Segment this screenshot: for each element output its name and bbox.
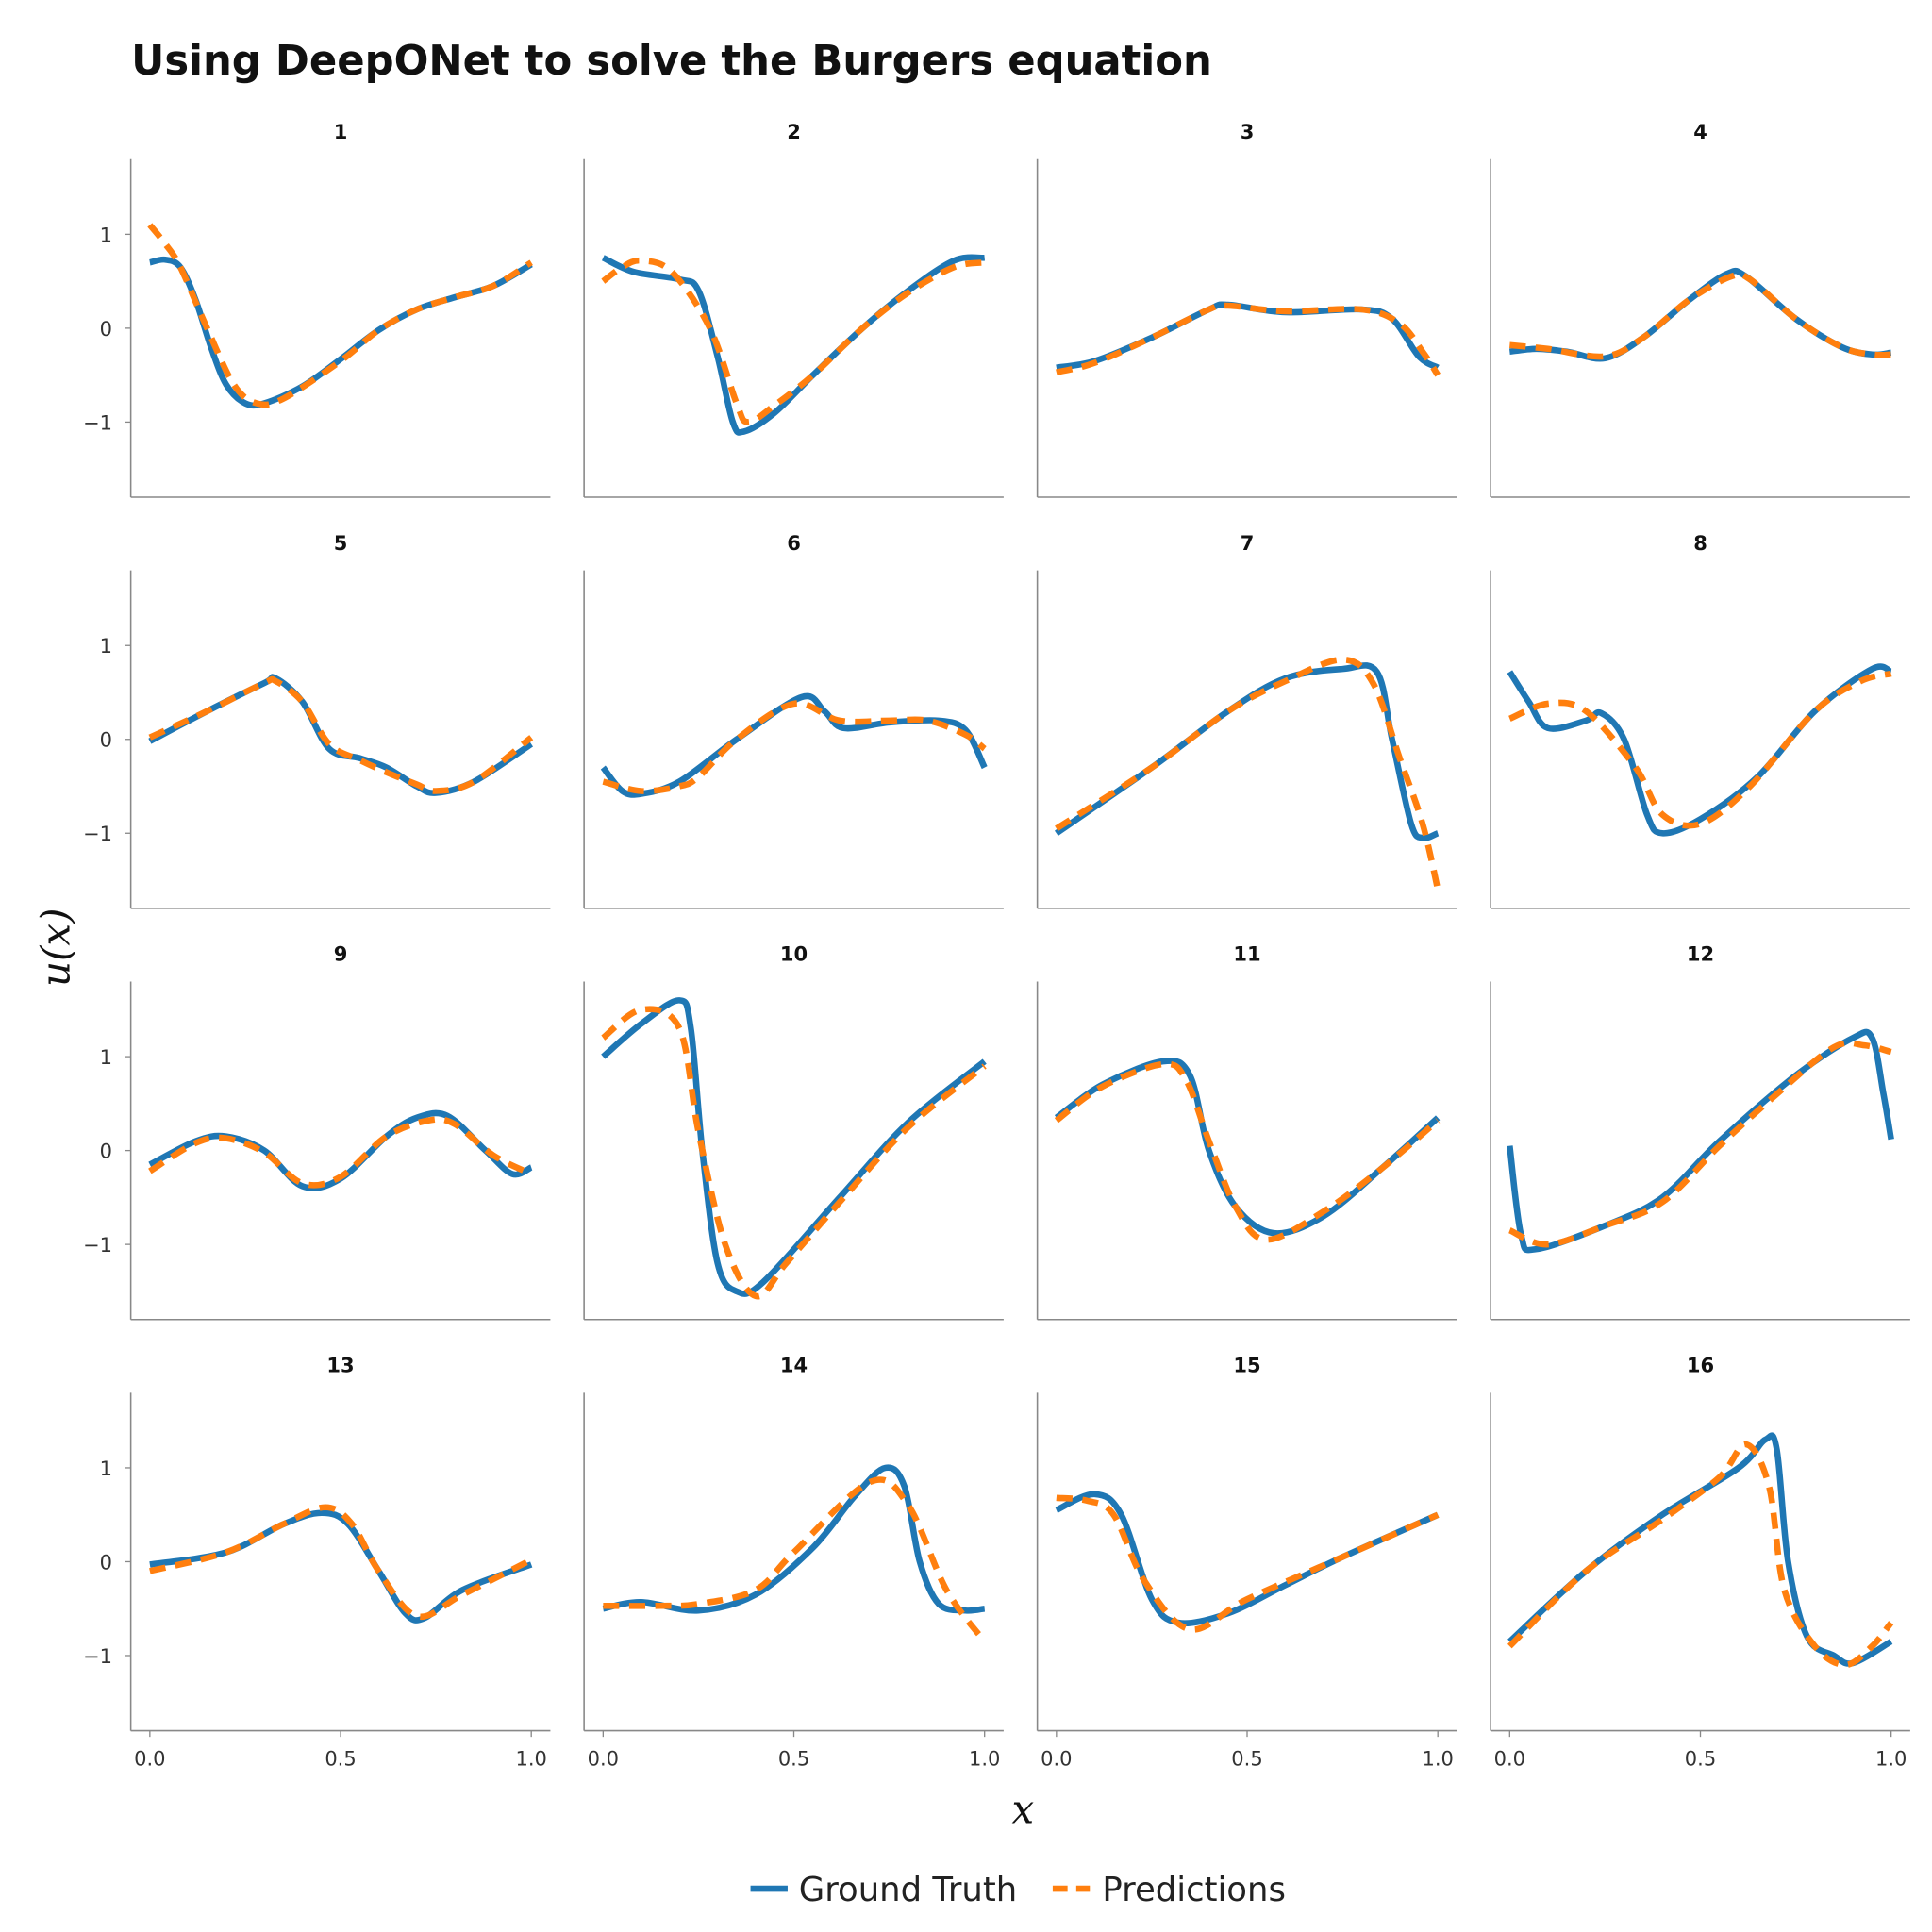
- panel-14: 14 0.0 0.5 1.0: [583, 1355, 1004, 1770]
- predictions-line: [602, 700, 987, 794]
- panel-6: 6: [583, 532, 1004, 909]
- predictions-line: [1056, 302, 1441, 377]
- panel-title: 12: [1687, 943, 1714, 966]
- y-tick-label: 0: [100, 1551, 112, 1574]
- panel-title: 1: [334, 121, 348, 143]
- y-tick-label: 0: [100, 1140, 112, 1162]
- legend: Ground Truth Predictions: [750, 1871, 1286, 1909]
- y-tick-label: −1: [83, 1645, 112, 1668]
- predictions-line: [149, 1504, 533, 1621]
- chart-title: Using DeepONet to solve the Burgers equa…: [131, 38, 1212, 85]
- x-tick-label: 1.0: [1422, 1747, 1453, 1770]
- panel-5: 5 −1 0 1: [83, 532, 551, 909]
- y-tick-label: −1: [83, 411, 112, 434]
- predictions-line: [1509, 271, 1891, 360]
- ground-truth-line: [600, 692, 988, 798]
- x-tick-label: 1.0: [969, 1747, 1000, 1770]
- x-tick-label: 1.0: [515, 1747, 546, 1770]
- predictions-line: [601, 257, 986, 425]
- panel-13: 13 −1 0 1 0.0 0.5 1.0: [83, 1355, 551, 1770]
- panel-7: 7: [1036, 532, 1457, 909]
- x-axis-label: x: [1012, 1786, 1035, 1832]
- ground-truth-line: [149, 1509, 533, 1624]
- predictions-line: [1056, 1494, 1440, 1633]
- panel-9: 9 −1 0 1: [83, 943, 551, 1321]
- predictions-line: [603, 1476, 988, 1644]
- panel-title: 9: [334, 943, 348, 966]
- x-tick-label: 0.0: [1041, 1747, 1072, 1770]
- predictions-line: [148, 675, 534, 794]
- ground-truth-line: [1054, 662, 1440, 841]
- panel-16: 16 0.0 0.5 1.0: [1490, 1355, 1910, 1770]
- x-tick-label: 1.0: [1875, 1747, 1907, 1770]
- panel-10: 10: [583, 943, 1004, 1321]
- panel-1: 1 −1 0 1: [83, 121, 551, 498]
- panel-title: 13: [326, 1355, 354, 1377]
- ground-truth-line: [1507, 1028, 1894, 1254]
- predictions-line: [1055, 656, 1441, 891]
- y-tick-label: 1: [100, 224, 112, 246]
- ground-truth-line: [601, 997, 987, 1297]
- ground-truth-line: [1507, 663, 1892, 837]
- x-tick-label: 0.5: [1685, 1747, 1716, 1770]
- panel-title: 4: [1693, 121, 1707, 143]
- x-tick-label: 0.5: [1231, 1747, 1262, 1770]
- y-tick-label: −1: [83, 823, 112, 845]
- panel-12: 12: [1490, 943, 1910, 1321]
- panel-title: 5: [334, 532, 348, 555]
- y-axis-label: u(x): [33, 908, 79, 988]
- y-tick-label: 0: [100, 729, 112, 752]
- panel-title: 3: [1241, 121, 1255, 143]
- panel-title: 7: [1241, 532, 1255, 555]
- panel-3: 3: [1036, 121, 1457, 498]
- panel-8: 8: [1490, 532, 1910, 909]
- x-tick-label: 0.0: [588, 1747, 619, 1770]
- y-tick-label: 1: [100, 635, 112, 658]
- panel-title: 15: [1233, 1355, 1260, 1377]
- y-tick-label: 0: [100, 318, 112, 341]
- panel-title: 11: [1233, 943, 1260, 966]
- ground-truth-line: [1507, 1432, 1893, 1667]
- predictions-line: [601, 1006, 987, 1300]
- legend-ground-truth-label: Ground Truth: [799, 1871, 1017, 1909]
- x-tick-label: 0.0: [1494, 1747, 1525, 1770]
- ground-truth-line: [1054, 1058, 1441, 1237]
- predictions-line: [1507, 1441, 1894, 1669]
- panel-title: 10: [780, 943, 808, 966]
- predictions-line: [1507, 1040, 1892, 1248]
- y-tick-label: 1: [100, 1457, 112, 1480]
- panel-15: 15 0.0 0.5 1.0: [1036, 1355, 1457, 1770]
- predictions-line: [148, 1116, 533, 1189]
- x-tick-label: 0.5: [325, 1747, 356, 1770]
- predictions-line: [1508, 670, 1892, 829]
- ground-truth-line: [149, 256, 533, 409]
- panel-title: 8: [1693, 532, 1707, 555]
- panel-4: 4: [1490, 121, 1910, 498]
- ground-truth-line: [148, 674, 534, 796]
- y-tick-label: 1: [100, 1046, 112, 1069]
- panel-title: 16: [1687, 1355, 1714, 1377]
- panel-title: 2: [787, 121, 801, 143]
- x-tick-label: 0.0: [134, 1747, 165, 1770]
- x-tick-label: 0.5: [778, 1747, 809, 1770]
- panel-2: 2: [583, 121, 1004, 498]
- predictions-line: [147, 223, 533, 408]
- panel-11: 11: [1036, 943, 1457, 1321]
- legend-predictions-label: Predictions: [1102, 1871, 1286, 1909]
- panel-title: 6: [787, 532, 801, 555]
- y-tick-label: −1: [83, 1234, 112, 1257]
- panel-title: 14: [780, 1355, 808, 1377]
- predictions-line: [1054, 1060, 1441, 1243]
